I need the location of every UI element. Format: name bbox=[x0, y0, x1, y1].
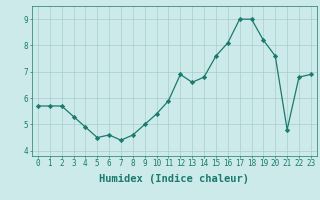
X-axis label: Humidex (Indice chaleur): Humidex (Indice chaleur) bbox=[100, 174, 249, 184]
